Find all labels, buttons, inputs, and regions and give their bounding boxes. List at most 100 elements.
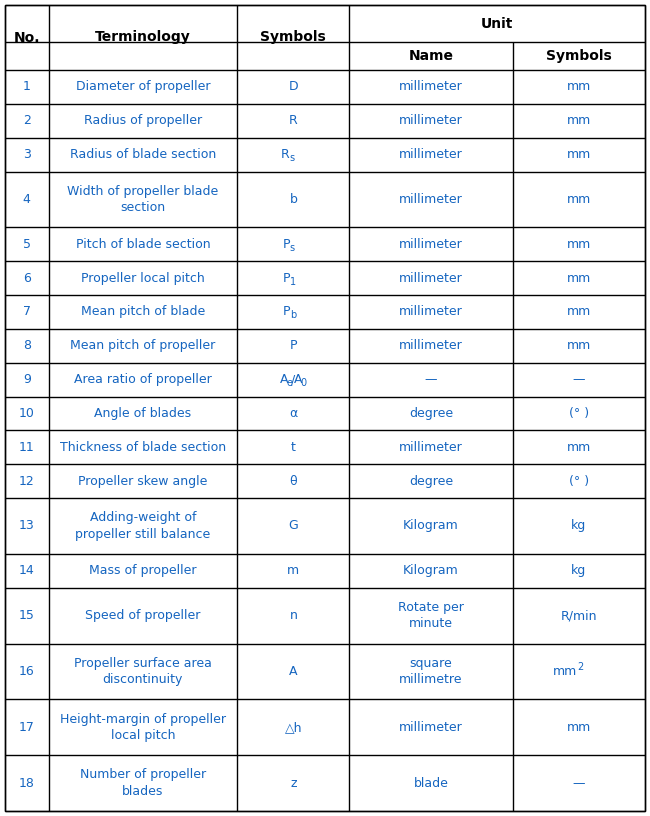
Text: b: b xyxy=(289,193,297,206)
Text: Width of propeller blade
section: Width of propeller blade section xyxy=(68,184,218,214)
Text: 9: 9 xyxy=(23,373,31,386)
Text: —: — xyxy=(573,777,585,790)
Text: Mass of propeller: Mass of propeller xyxy=(89,565,197,577)
Text: Diameter of propeller: Diameter of propeller xyxy=(75,81,210,93)
Text: Radius of blade section: Radius of blade section xyxy=(70,148,216,161)
Text: millimeter: millimeter xyxy=(399,339,463,353)
Text: 16: 16 xyxy=(19,665,34,678)
Text: Propeller surface area
discontinuity: Propeller surface area discontinuity xyxy=(74,657,212,686)
Text: degree: degree xyxy=(409,475,453,488)
Text: millimeter: millimeter xyxy=(399,721,463,734)
Text: Thickness of blade section: Thickness of blade section xyxy=(60,441,226,454)
Text: mm: mm xyxy=(567,721,591,734)
Text: Unit: Unit xyxy=(481,16,514,30)
Text: Pitch of blade section: Pitch of blade section xyxy=(75,237,210,251)
Text: e: e xyxy=(286,378,292,388)
Text: millimeter: millimeter xyxy=(399,441,463,454)
Text: millimeter: millimeter xyxy=(399,81,463,93)
Text: Name: Name xyxy=(408,49,454,63)
Text: P: P xyxy=(282,272,290,285)
Text: s: s xyxy=(290,153,295,163)
Text: (° ): (° ) xyxy=(569,407,589,420)
Text: A: A xyxy=(289,665,298,678)
Text: Area ratio of propeller: Area ratio of propeller xyxy=(74,373,212,386)
Text: mm: mm xyxy=(567,339,591,353)
Text: m: m xyxy=(287,565,300,577)
Text: millimeter: millimeter xyxy=(399,193,463,206)
Text: Radius of propeller: Radius of propeller xyxy=(84,114,202,127)
Text: P: P xyxy=(289,339,297,353)
Text: No.: No. xyxy=(14,30,40,45)
Text: mm: mm xyxy=(567,114,591,127)
Text: R/min: R/min xyxy=(560,609,597,622)
Text: Kilogram: Kilogram xyxy=(403,520,459,532)
Text: Rotate per
minute: Rotate per minute xyxy=(398,601,464,630)
Text: P: P xyxy=(282,237,290,251)
Text: P: P xyxy=(282,305,290,318)
Text: blade: blade xyxy=(413,777,448,790)
Text: Kilogram: Kilogram xyxy=(403,565,459,577)
Text: A: A xyxy=(294,373,302,386)
Text: 18: 18 xyxy=(19,777,34,790)
Text: Angle of blades: Angle of blades xyxy=(94,407,192,420)
Text: n: n xyxy=(289,609,297,622)
Text: —: — xyxy=(424,373,437,386)
Text: (° ): (° ) xyxy=(569,475,589,488)
Text: mm: mm xyxy=(552,665,577,678)
Text: kg: kg xyxy=(571,565,586,577)
Text: z: z xyxy=(290,777,296,790)
Text: mm: mm xyxy=(567,272,591,285)
Text: s: s xyxy=(290,242,295,253)
Text: 1: 1 xyxy=(23,81,31,93)
Text: 14: 14 xyxy=(19,565,34,577)
Text: Terminology: Terminology xyxy=(95,30,191,45)
Text: /: / xyxy=(291,373,296,386)
Text: 5: 5 xyxy=(23,237,31,251)
Text: 11: 11 xyxy=(19,441,34,454)
Text: Number of propeller
blades: Number of propeller blades xyxy=(80,769,206,798)
Text: Propeller local pitch: Propeller local pitch xyxy=(81,272,205,285)
Text: mm: mm xyxy=(567,81,591,93)
Text: 15: 15 xyxy=(19,609,34,622)
Text: α: α xyxy=(289,407,298,420)
Text: mm: mm xyxy=(567,305,591,318)
Text: b: b xyxy=(290,310,296,321)
Text: millimeter: millimeter xyxy=(399,148,463,161)
Text: mm: mm xyxy=(567,237,591,251)
Text: 10: 10 xyxy=(19,407,34,420)
Text: A: A xyxy=(280,373,289,386)
Text: 3: 3 xyxy=(23,148,31,161)
Text: 0: 0 xyxy=(300,378,306,388)
Text: 1: 1 xyxy=(290,277,296,286)
Text: Propeller skew angle: Propeller skew angle xyxy=(78,475,207,488)
Text: —: — xyxy=(573,373,585,386)
Text: Symbols: Symbols xyxy=(261,30,326,45)
Text: R: R xyxy=(281,148,290,161)
Text: Height-margin of propeller
local pitch: Height-margin of propeller local pitch xyxy=(60,712,226,742)
Text: D: D xyxy=(289,81,298,93)
Text: mm: mm xyxy=(567,148,591,161)
Text: 8: 8 xyxy=(23,339,31,353)
Text: 12: 12 xyxy=(19,475,34,488)
Text: square
millimetre: square millimetre xyxy=(399,657,463,686)
Text: 2: 2 xyxy=(23,114,31,127)
Text: 13: 13 xyxy=(19,520,34,532)
Text: t: t xyxy=(291,441,296,454)
Text: 17: 17 xyxy=(19,721,34,734)
Text: Mean pitch of blade: Mean pitch of blade xyxy=(81,305,205,318)
Text: 2: 2 xyxy=(577,663,583,672)
Text: millimeter: millimeter xyxy=(399,305,463,318)
Text: Adding-weight of
propeller still balance: Adding-weight of propeller still balance xyxy=(75,511,211,541)
Text: Mean pitch of propeller: Mean pitch of propeller xyxy=(70,339,216,353)
Text: 6: 6 xyxy=(23,272,31,285)
Text: millimeter: millimeter xyxy=(399,272,463,285)
Text: Symbols: Symbols xyxy=(546,49,612,63)
Text: G: G xyxy=(289,520,298,532)
Text: mm: mm xyxy=(567,441,591,454)
Text: kg: kg xyxy=(571,520,586,532)
Text: mm: mm xyxy=(567,193,591,206)
Text: millimeter: millimeter xyxy=(399,114,463,127)
Text: degree: degree xyxy=(409,407,453,420)
Text: △h: △h xyxy=(285,721,302,734)
Text: millimeter: millimeter xyxy=(399,237,463,251)
